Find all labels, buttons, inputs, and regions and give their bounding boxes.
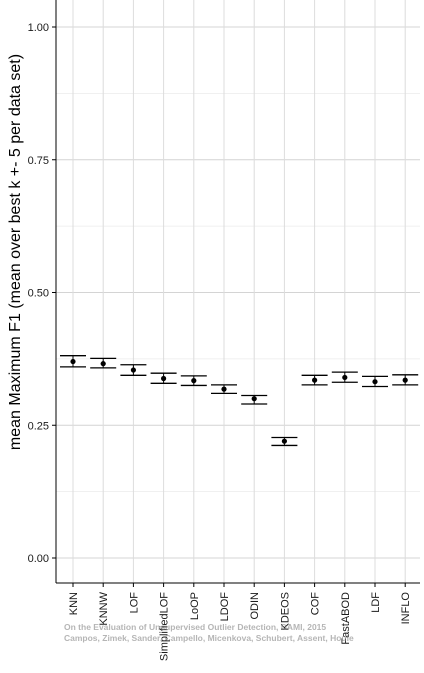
data-point	[402, 377, 408, 383]
tick-labels: 0.00 0.25 0.50 0.75 1.00 KNN KNNW LOF Simplified…	[28, 22, 413, 661]
plot-panel	[56, 0, 420, 583]
x-tick-label: KDEOS	[279, 592, 291, 631]
data-point	[100, 361, 106, 367]
x-tick-label: LDF	[370, 592, 382, 613]
data-point	[312, 377, 318, 383]
data-point	[191, 378, 197, 384]
y-axis-title: mean Maximum F1 (mean over best k +- 5 p…	[7, 54, 24, 450]
y-tick-label: 1.00	[28, 22, 49, 34]
grid	[56, 0, 420, 583]
x-tick-label: INFLO	[400, 592, 412, 625]
y-tick-label: 0.75	[28, 155, 49, 167]
y-tick-label: 0.25	[28, 420, 49, 432]
data-point	[70, 358, 76, 365]
data-point	[221, 386, 227, 392]
watermark-line-1: On the Evaluation of Unsupervised Outlie…	[64, 622, 327, 632]
x-tick-label: LOF	[128, 592, 140, 614]
x-tick-label: FastABOD	[340, 592, 352, 645]
x-tick-label: KNN	[68, 592, 80, 615]
data-point	[161, 375, 167, 382]
y-tick-label: 0.00	[28, 553, 49, 565]
x-tick-label: COF	[310, 592, 322, 616]
marks	[60, 355, 419, 447]
watermark-line-2: Campos, Zimek, Sander, Campello, Micenko…	[64, 633, 354, 643]
axes	[52, 0, 420, 587]
x-tick-label: LDOF	[219, 592, 231, 622]
data-point	[251, 396, 257, 402]
y-tick-label: 0.50	[28, 288, 49, 300]
data-point	[372, 379, 378, 385]
x-tick-label: KNNW	[98, 591, 110, 625]
data-point	[130, 367, 136, 373]
data-point	[342, 374, 348, 381]
watermark: On the Evaluation of Unsupervised Outlie…	[64, 622, 394, 644]
data-point	[281, 438, 287, 444]
x-tick-label: LoOP	[189, 592, 201, 620]
x-tick-label: SimplifiedLOF	[159, 592, 171, 661]
x-tick-label: ODIN	[249, 592, 261, 620]
